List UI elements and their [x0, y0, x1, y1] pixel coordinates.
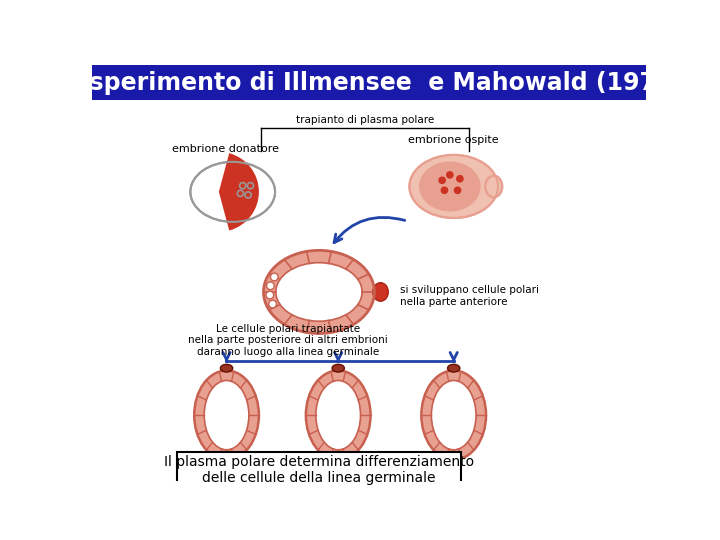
Circle shape: [456, 175, 464, 183]
Ellipse shape: [194, 370, 259, 460]
Ellipse shape: [316, 381, 361, 450]
Circle shape: [441, 186, 449, 194]
Ellipse shape: [431, 381, 476, 450]
Text: L’esperimento di Illmensee  e Mahowald (1974): L’esperimento di Illmensee e Mahowald (1…: [55, 71, 683, 94]
Ellipse shape: [306, 370, 371, 460]
Circle shape: [266, 291, 274, 299]
Text: si sviluppano cellule polari
nella parte anteriore: si sviluppano cellule polari nella parte…: [400, 285, 539, 307]
Ellipse shape: [190, 162, 275, 222]
Ellipse shape: [204, 381, 249, 450]
Ellipse shape: [373, 283, 388, 301]
Text: Il plasma polare determina differenziamento
delle cellule della linea germinale: Il plasma polare determina differenziame…: [164, 455, 474, 485]
Circle shape: [269, 300, 276, 308]
Bar: [176, 452, 462, 488]
Circle shape: [446, 171, 454, 179]
Ellipse shape: [448, 364, 460, 372]
Text: embrione donatore: embrione donatore: [171, 145, 279, 154]
Ellipse shape: [264, 251, 374, 334]
Ellipse shape: [333, 460, 343, 466]
Ellipse shape: [332, 364, 344, 372]
Ellipse shape: [421, 370, 486, 460]
Circle shape: [438, 177, 446, 184]
Ellipse shape: [449, 460, 459, 466]
Ellipse shape: [419, 161, 481, 212]
Text: trapianto di plasma polare: trapianto di plasma polare: [296, 115, 434, 125]
Bar: [92, 65, 647, 100]
Ellipse shape: [276, 262, 362, 321]
Circle shape: [266, 282, 274, 289]
FancyArrowPatch shape: [334, 218, 405, 242]
Text: Le cellule polari trapiantate
nella parte posteriore di altri embrioni
daranno l: Le cellule polari trapiantate nella part…: [188, 324, 388, 357]
Ellipse shape: [485, 176, 503, 197]
Circle shape: [454, 186, 462, 194]
Circle shape: [271, 273, 278, 281]
Ellipse shape: [220, 364, 233, 372]
Ellipse shape: [222, 460, 231, 466]
Text: embrione ospite: embrione ospite: [408, 135, 499, 145]
Ellipse shape: [410, 155, 498, 218]
Wedge shape: [219, 153, 259, 231]
